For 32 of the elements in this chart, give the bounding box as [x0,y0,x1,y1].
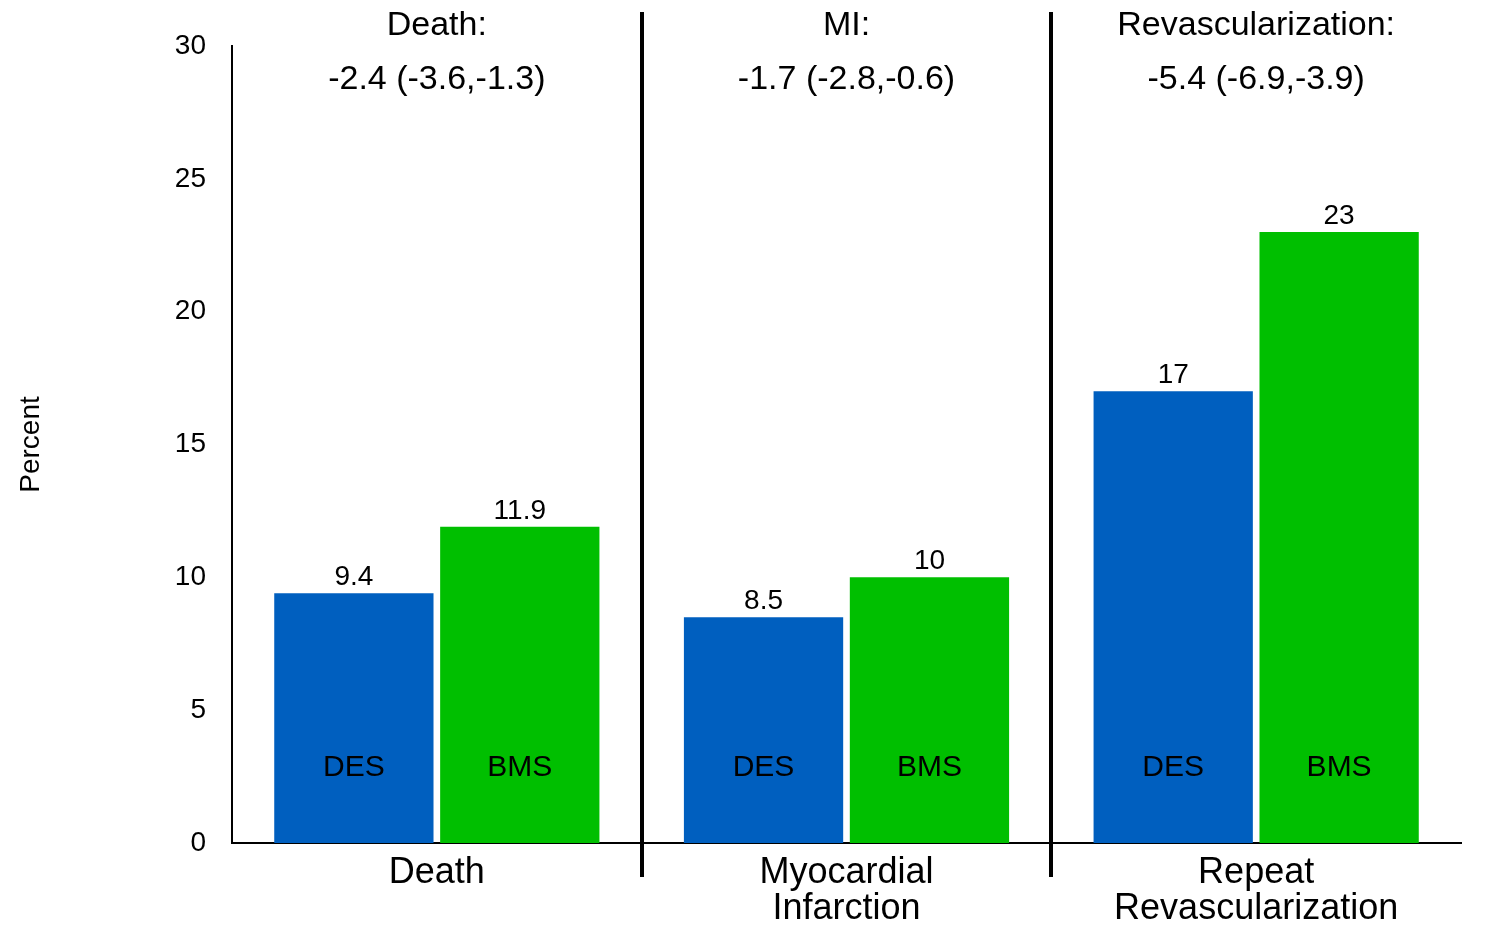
bar [1259,231,1419,843]
y-tick-label: 10 [174,560,206,592]
bar [849,577,1010,843]
data-label: 23 [1323,198,1355,230]
data-label: 11.9 [493,493,546,525]
series-label: DES [323,749,385,783]
bar [274,593,434,843]
annotation: Death: -2.4 (-3.6,-1.3) [328,4,546,97]
bar [683,617,844,843]
annotation: MI: -1.7 (-2.8,-0.6) [737,4,956,97]
y-tick-label: 30 [174,28,206,60]
x-tick-label: Myocardial Infarction [759,849,934,927]
y-axis-title: Percent [13,396,45,493]
bar [440,526,600,843]
y-tick-label: 0 [190,825,206,857]
y-tick-label: 5 [190,692,206,724]
text: DES [1142,749,1205,783]
y-tick-label: 20 [174,294,206,326]
text: BMS [896,749,962,783]
text: BMS [487,749,553,783]
x-tick-label: Repeat Revascularization [1114,849,1399,927]
series-label: BMS [1306,749,1372,783]
data-label: 17 [1157,358,1189,390]
x-tick-label: Death [388,849,485,891]
data-label: 8.5 [744,583,784,615]
bar [1093,391,1253,843]
data-label: 9.4 [334,559,374,591]
y-tick-label: 25 [174,161,206,193]
annotation: Revascularization: -5.4 (-6.9,-3.9) [1117,4,1396,97]
text: DES [732,749,795,783]
data-label: 10 [913,544,946,576]
y-tick-label: 15 [174,427,206,459]
